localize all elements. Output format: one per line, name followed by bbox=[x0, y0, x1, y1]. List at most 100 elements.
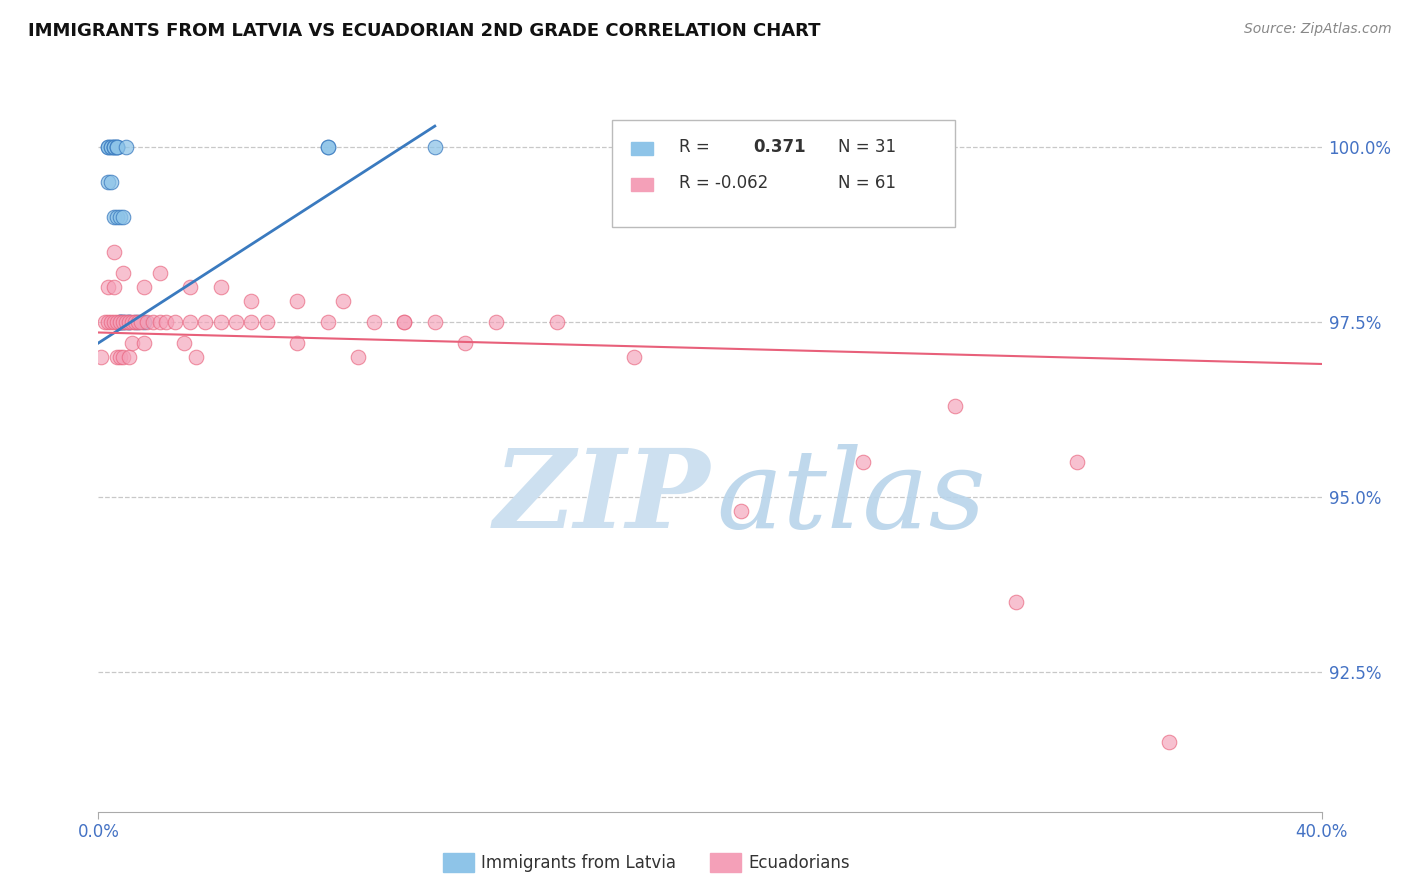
Point bbox=[943, 399, 966, 413]
Point bbox=[121, 315, 143, 329]
Text: Ecuadorians: Ecuadorians bbox=[748, 854, 849, 871]
Point bbox=[103, 140, 125, 154]
Point bbox=[285, 293, 308, 308]
Point bbox=[111, 210, 134, 224]
Point bbox=[127, 315, 149, 329]
Text: 0.371: 0.371 bbox=[752, 138, 806, 156]
FancyBboxPatch shape bbox=[612, 120, 955, 227]
Point bbox=[240, 293, 263, 308]
Point bbox=[142, 315, 165, 329]
Point bbox=[136, 315, 159, 329]
Point bbox=[285, 336, 308, 351]
Point bbox=[97, 175, 120, 189]
Point bbox=[730, 504, 752, 518]
Text: Immigrants from Latvia: Immigrants from Latvia bbox=[481, 854, 676, 871]
Point bbox=[103, 245, 125, 260]
Point bbox=[108, 315, 131, 329]
Point bbox=[97, 280, 120, 294]
Text: R = -0.062: R = -0.062 bbox=[679, 174, 769, 192]
Point bbox=[392, 315, 416, 329]
Bar bbox=[630, 143, 652, 155]
Text: R =: R = bbox=[679, 138, 710, 156]
Point bbox=[316, 140, 339, 154]
Point bbox=[90, 350, 112, 364]
Point bbox=[454, 336, 477, 351]
Point bbox=[105, 350, 128, 364]
Point bbox=[108, 210, 131, 224]
Point bbox=[134, 280, 156, 294]
Point bbox=[118, 315, 141, 329]
Point bbox=[179, 315, 201, 329]
Bar bbox=[630, 178, 652, 191]
Text: ZIP: ZIP bbox=[494, 444, 710, 551]
Point bbox=[115, 315, 138, 329]
Point bbox=[852, 455, 875, 469]
Point bbox=[97, 140, 120, 154]
Point bbox=[100, 315, 122, 329]
Point bbox=[194, 315, 217, 329]
Point bbox=[423, 140, 446, 154]
Point bbox=[93, 315, 115, 329]
Point bbox=[100, 175, 122, 189]
Point bbox=[256, 315, 278, 329]
Point bbox=[423, 315, 446, 329]
Point bbox=[118, 315, 141, 329]
Point bbox=[103, 315, 125, 329]
Point bbox=[103, 280, 125, 294]
Point bbox=[1004, 595, 1026, 609]
Text: Source: ZipAtlas.com: Source: ZipAtlas.com bbox=[1244, 22, 1392, 37]
Point bbox=[103, 140, 125, 154]
Point bbox=[155, 315, 177, 329]
Text: atlas: atlas bbox=[716, 444, 986, 551]
Point bbox=[347, 350, 370, 364]
Point bbox=[173, 336, 195, 351]
Point bbox=[363, 315, 385, 329]
Point bbox=[111, 315, 134, 329]
Point bbox=[100, 140, 122, 154]
Point bbox=[134, 336, 156, 351]
Point bbox=[124, 315, 146, 329]
Point bbox=[149, 315, 172, 329]
Point bbox=[127, 315, 149, 329]
Point bbox=[121, 336, 143, 351]
Point bbox=[108, 350, 131, 364]
Point bbox=[129, 315, 152, 329]
Point bbox=[118, 350, 141, 364]
Point bbox=[149, 266, 172, 280]
Point bbox=[209, 315, 232, 329]
Point bbox=[316, 140, 339, 154]
Text: IMMIGRANTS FROM LATVIA VS ECUADORIAN 2ND GRADE CORRELATION CHART: IMMIGRANTS FROM LATVIA VS ECUADORIAN 2ND… bbox=[28, 22, 821, 40]
Point bbox=[108, 315, 131, 329]
Point bbox=[111, 315, 134, 329]
Point bbox=[108, 315, 131, 329]
Point bbox=[105, 315, 128, 329]
Point bbox=[111, 315, 134, 329]
Point bbox=[111, 350, 134, 364]
Point bbox=[103, 210, 125, 224]
Point bbox=[179, 280, 201, 294]
Point bbox=[332, 293, 354, 308]
Point bbox=[124, 315, 146, 329]
Point bbox=[105, 140, 128, 154]
Point bbox=[209, 280, 232, 294]
Point bbox=[134, 315, 156, 329]
Point bbox=[546, 315, 568, 329]
Point bbox=[225, 315, 247, 329]
Point bbox=[105, 140, 128, 154]
Point bbox=[97, 315, 120, 329]
Point bbox=[485, 315, 508, 329]
Point bbox=[392, 315, 416, 329]
Point bbox=[111, 266, 134, 280]
Point bbox=[115, 315, 138, 329]
Point bbox=[316, 315, 339, 329]
Point bbox=[105, 210, 128, 224]
Point bbox=[1066, 455, 1088, 469]
Text: N = 31: N = 31 bbox=[838, 138, 897, 156]
Text: N = 61: N = 61 bbox=[838, 174, 897, 192]
Point bbox=[1157, 735, 1180, 749]
Point bbox=[97, 140, 120, 154]
Point bbox=[118, 315, 141, 329]
Point bbox=[623, 350, 645, 364]
Point bbox=[100, 140, 122, 154]
Point bbox=[103, 140, 125, 154]
